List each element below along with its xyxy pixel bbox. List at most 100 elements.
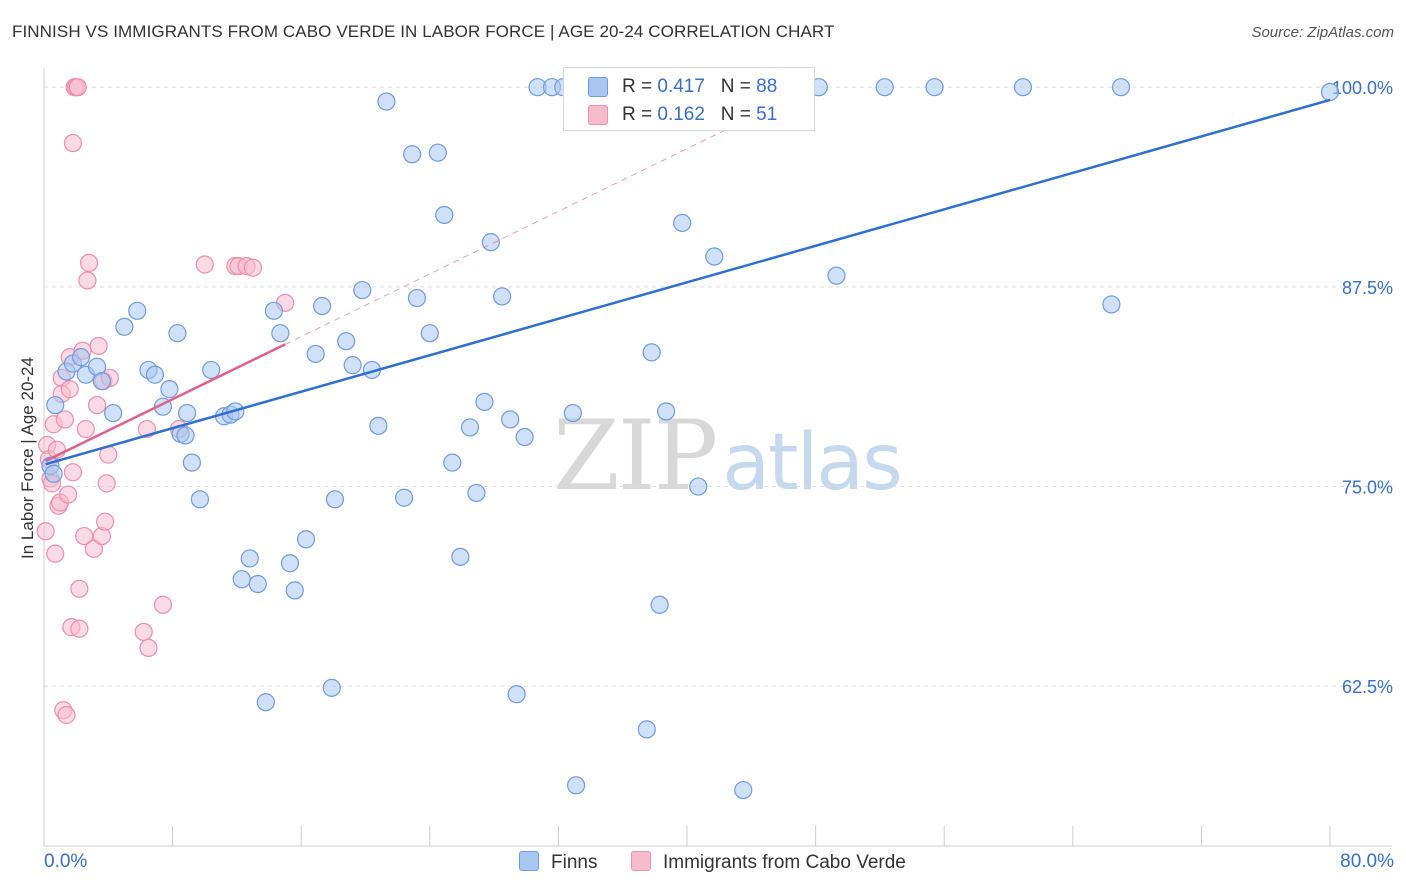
cabo-point (78, 271, 97, 290)
y-tick-label: 62.5% (1342, 677, 1393, 697)
source-label: Source: ZipAtlas.com (1251, 24, 1394, 41)
finns-point (177, 403, 197, 423)
cabo-point (36, 522, 55, 541)
cabo-point (243, 258, 263, 277)
finns-point (343, 356, 362, 375)
cabo-point (79, 253, 99, 272)
cabo-r-value: 0.162 (657, 104, 705, 125)
cabo-point (70, 619, 89, 638)
stats-legend: R = 0.417 N = 88 R = 0.162 N = 51 (563, 67, 815, 131)
cabo-point (63, 133, 83, 153)
gridlines (44, 86, 1392, 687)
finns-point (1013, 78, 1033, 97)
cabo-point (76, 419, 95, 439)
finns-point (827, 266, 846, 285)
finns-point (337, 332, 356, 351)
x-tick-label-max: 80.0% (1340, 851, 1394, 872)
axes (43, 68, 1392, 847)
finns-point (190, 490, 210, 509)
finns-point (428, 143, 447, 162)
finns-point (46, 395, 65, 415)
cabo-point (75, 526, 94, 546)
cabo-point (46, 544, 65, 563)
trend-lines (45, 85, 1331, 466)
cabo-point (70, 579, 89, 598)
legend-finns-label: Finns (551, 852, 598, 873)
watermark-atlas: atlas (722, 418, 902, 508)
legend-item-cabo[interactable]: Immigrants from Cabo Verde (631, 851, 906, 874)
finns-point (493, 287, 512, 306)
legend-item-finns[interactable]: Finns (519, 851, 597, 874)
finns-n-label: N = (720, 76, 757, 97)
y-tick-label: 87.5% (1342, 278, 1393, 298)
legend-finns-swatch (519, 851, 539, 871)
finns-point (296, 530, 316, 549)
finns-point (435, 205, 454, 225)
cabo-point (139, 638, 158, 658)
cabo-point (63, 463, 83, 482)
finns-point (202, 360, 221, 380)
finns-point (403, 145, 422, 164)
finns-point (168, 324, 187, 343)
cabo-point (68, 78, 87, 97)
chart-title: FINNISH VS IMMIGRANTS FROM CABO VERDE IN… (12, 22, 835, 41)
cabo-n-value: 51 (756, 104, 778, 125)
cabo-point (84, 539, 103, 558)
finns-point (285, 581, 304, 600)
finns-point (322, 678, 341, 697)
finns-point (280, 554, 300, 573)
finns-point (394, 488, 414, 507)
finns-point (1320, 82, 1340, 102)
cabo-point (95, 512, 115, 531)
finns-point (481, 233, 500, 252)
finns-point (71, 348, 91, 367)
finns-point (650, 595, 669, 614)
cabo-r-label: R = (622, 104, 658, 125)
finns-point (451, 547, 470, 566)
cabo-point (89, 336, 108, 356)
finns-point (925, 78, 944, 97)
series-legend: Finns Immigrants from Cabo Verde (0, 851, 1406, 879)
finns-point (369, 416, 388, 435)
cabo-point (59, 485, 78, 504)
cabo-point (134, 622, 153, 642)
finns-point (566, 776, 586, 795)
finns-point (673, 213, 692, 233)
cabo-point (87, 395, 107, 415)
cabo-point (97, 474, 116, 493)
cabo-n-label: N = (720, 104, 757, 125)
finns-point (44, 464, 63, 483)
finns-trend-line (45, 98, 1331, 466)
cabo-swatch (588, 105, 608, 125)
finns-point (176, 426, 195, 445)
finns-point (306, 344, 325, 364)
finns-point (182, 453, 201, 472)
y-tick-label: 100.0% (1332, 78, 1393, 98)
cabo-point (195, 255, 214, 274)
finns-point (256, 693, 275, 712)
cabo-point (60, 380, 79, 399)
finns-points (41, 78, 1340, 800)
finns-point (232, 570, 251, 589)
finns-swatch (588, 77, 608, 97)
finns-point (515, 427, 534, 447)
finns-point (312, 296, 332, 316)
finns-point (128, 301, 147, 320)
finns-point (443, 453, 462, 472)
finns-point (115, 317, 134, 336)
finns-point (325, 490, 345, 509)
finns-point (467, 483, 486, 503)
finns-point (377, 92, 396, 111)
finns-point (407, 288, 427, 308)
cabo-point (153, 595, 173, 614)
finns-point (240, 549, 259, 568)
cabo-trend-line (45, 343, 286, 463)
legend-cabo-label: Immigrants from Cabo Verde (663, 852, 906, 873)
finns-point (875, 78, 894, 97)
finns-point (160, 380, 179, 399)
finns-point (657, 402, 676, 421)
finns-point (264, 301, 283, 320)
y-axis-title: In Labor Force | Age 20-24 (18, 357, 37, 559)
finns-point (734, 780, 753, 800)
